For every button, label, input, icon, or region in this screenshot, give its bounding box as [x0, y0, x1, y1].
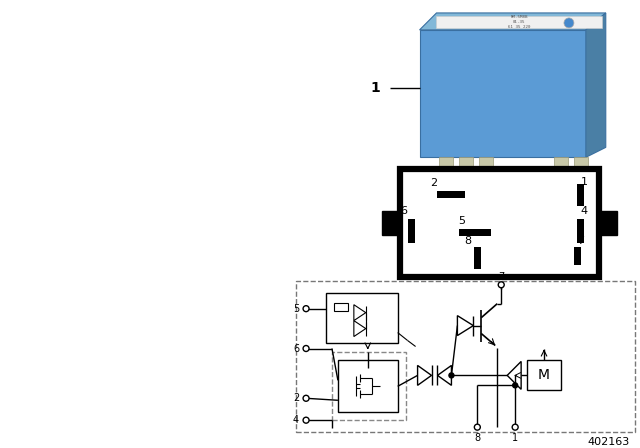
- Bar: [460, 157, 474, 182]
- Bar: [326, 293, 397, 343]
- Bar: [332, 353, 406, 420]
- Bar: [574, 247, 581, 265]
- Polygon shape: [586, 13, 606, 157]
- Circle shape: [512, 424, 518, 430]
- Text: 1: 1: [580, 177, 588, 187]
- Text: 1: 1: [370, 81, 380, 95]
- Polygon shape: [354, 321, 366, 336]
- Bar: [334, 303, 348, 310]
- Text: 5: 5: [293, 304, 300, 314]
- Text: 8: 8: [464, 236, 471, 246]
- Polygon shape: [354, 305, 366, 321]
- Polygon shape: [417, 366, 431, 385]
- Bar: [527, 361, 561, 390]
- Text: 6: 6: [293, 344, 299, 353]
- Circle shape: [303, 417, 309, 423]
- Circle shape: [449, 373, 454, 378]
- Circle shape: [303, 395, 309, 401]
- Polygon shape: [420, 30, 586, 157]
- Text: RM-5M8B
01.35
61 35 220: RM-5M8B 01.35 61 35 220: [508, 15, 531, 29]
- Bar: [296, 281, 635, 432]
- Text: M: M: [538, 368, 550, 383]
- Bar: [577, 219, 584, 243]
- Text: 402163: 402163: [588, 437, 630, 447]
- Bar: [440, 157, 453, 182]
- Bar: [599, 211, 617, 235]
- Text: 7: 7: [498, 272, 504, 282]
- Bar: [338, 361, 397, 412]
- Circle shape: [474, 424, 480, 430]
- Bar: [577, 184, 584, 206]
- Polygon shape: [438, 366, 451, 385]
- Text: 2: 2: [430, 178, 437, 188]
- Bar: [554, 157, 568, 182]
- Bar: [479, 157, 493, 182]
- Bar: [460, 229, 492, 236]
- Polygon shape: [507, 362, 521, 389]
- Bar: [381, 211, 399, 235]
- Bar: [474, 247, 481, 269]
- Text: 4: 4: [293, 415, 299, 425]
- Polygon shape: [420, 13, 606, 30]
- Text: 2: 2: [293, 393, 300, 403]
- Text: 5: 5: [458, 216, 465, 226]
- Circle shape: [498, 282, 504, 288]
- Circle shape: [303, 306, 309, 312]
- Text: 7: 7: [577, 236, 584, 246]
- Text: 4: 4: [580, 206, 588, 216]
- Polygon shape: [436, 16, 602, 28]
- Bar: [438, 191, 465, 198]
- Text: 6: 6: [400, 206, 407, 216]
- Bar: [408, 219, 415, 243]
- Text: 8: 8: [474, 433, 481, 443]
- Circle shape: [303, 345, 309, 352]
- Bar: [399, 169, 599, 277]
- Circle shape: [513, 383, 518, 388]
- Bar: [574, 157, 588, 182]
- Circle shape: [564, 18, 574, 28]
- Text: 1: 1: [512, 433, 518, 443]
- Polygon shape: [458, 316, 474, 336]
